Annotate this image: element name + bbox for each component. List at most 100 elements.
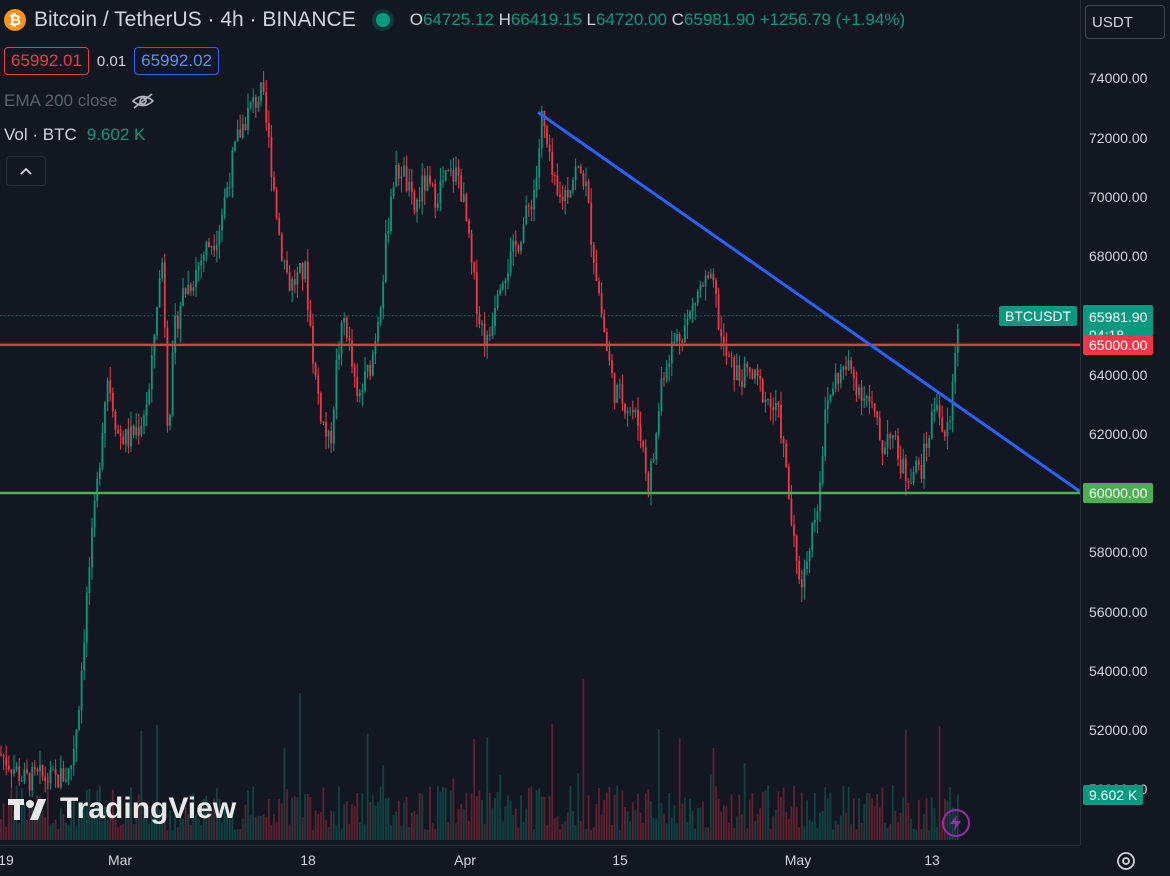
volume-bar — [488, 792, 491, 840]
candle-body — [267, 122, 270, 137]
eye-hidden-icon[interactable] — [131, 92, 155, 110]
candle-body — [876, 411, 879, 418]
collapse-legend-button[interactable] — [6, 156, 46, 186]
descending-trendline[interactable] — [537, 111, 1080, 493]
candle-body — [28, 773, 31, 791]
volume-bar — [70, 809, 73, 840]
volume-bar — [475, 796, 478, 840]
volume-bar — [800, 792, 803, 840]
volume-bar — [41, 813, 44, 840]
volume-bar — [221, 822, 223, 840]
volume-bar — [369, 802, 372, 840]
sell-price-button[interactable]: 65992.01 — [4, 47, 89, 75]
volume-bar — [551, 724, 554, 840]
volume-bar — [215, 788, 218, 840]
volume-bar — [75, 826, 78, 840]
candle-body — [257, 101, 260, 108]
candle-body — [111, 392, 114, 412]
volume-bar — [514, 808, 517, 840]
candle-body — [98, 467, 101, 479]
candle-body — [605, 331, 608, 352]
volume-bar — [0, 819, 2, 840]
currency-selector[interactable]: USDT — [1085, 5, 1165, 39]
candle-body — [392, 186, 395, 197]
candle-body — [850, 360, 853, 370]
candle-body — [499, 289, 502, 294]
volume-bar — [631, 802, 634, 840]
volume-bar — [774, 809, 777, 840]
volume-bar — [436, 785, 439, 840]
candle-body — [652, 459, 655, 462]
volume-bar — [374, 805, 377, 840]
volume-bar — [148, 823, 151, 840]
candle-body — [858, 387, 860, 396]
volume-bar — [546, 824, 548, 840]
volume-legend[interactable]: Vol · BTC 9.602 K — [4, 125, 145, 145]
volume-bar — [226, 806, 229, 840]
volume-bar — [834, 820, 837, 840]
price-tick-label: 52000.00 — [1089, 722, 1148, 738]
volume-bar — [62, 813, 65, 840]
volume-bar — [923, 814, 925, 840]
candle-body — [618, 384, 621, 386]
candle-body — [85, 593, 88, 643]
candle-body — [218, 230, 221, 246]
candle-body — [374, 341, 377, 355]
price-chart[interactable] — [0, 0, 1080, 845]
volume-bar — [569, 785, 572, 840]
ema-indicator-legend[interactable]: EMA 200 close — [4, 91, 155, 111]
volume-bar — [639, 812, 642, 840]
volume-bar — [756, 813, 759, 840]
volume-bar — [408, 826, 411, 840]
time-axis[interactable]: 19 Mar 18 Apr 15 May 13 — [0, 845, 1080, 876]
candle-body — [902, 458, 905, 474]
candle-body — [78, 710, 80, 731]
price-axis[interactable]: 74000.0072000.0070000.0068000.0066000.00… — [999, 0, 1170, 845]
volume-bar — [135, 814, 138, 840]
volume-bar — [592, 827, 595, 840]
candle-body — [847, 360, 850, 370]
candle-body — [46, 781, 49, 783]
volume-bar — [920, 829, 923, 840]
candle-body — [265, 91, 268, 123]
candle-body — [252, 97, 255, 102]
candle-body — [855, 378, 858, 396]
gear-icon[interactable] — [1113, 848, 1139, 874]
time-tick-label: 19 — [0, 852, 14, 868]
candle-body — [291, 279, 294, 291]
volume-bar — [598, 788, 600, 840]
candle-body — [819, 482, 821, 512]
buy-price-button[interactable]: 65992.02 — [134, 47, 220, 75]
volume-bar — [811, 821, 814, 840]
candle-body — [270, 136, 273, 177]
volume-bar — [309, 797, 312, 840]
candle-body — [600, 293, 603, 314]
time-tick-label: 15 — [612, 852, 628, 868]
volume-bar — [31, 807, 34, 840]
candle-body — [150, 355, 153, 390]
volume-bar — [678, 738, 681, 840]
candle-body — [202, 254, 205, 261]
volume-bar — [358, 822, 361, 840]
candle-body — [579, 166, 582, 173]
candle-body — [161, 262, 164, 279]
candle-body — [540, 110, 543, 149]
candle-body — [629, 410, 632, 412]
symbol-title[interactable]: Bitcoin / TetherUS · 4h · BINANCE — [34, 8, 356, 31]
volume-bar — [540, 796, 543, 840]
volume-bar — [179, 803, 182, 840]
lightning-icon[interactable] — [942, 809, 970, 837]
volume-bar — [39, 796, 41, 840]
candle-body — [195, 270, 197, 288]
volume-bar — [101, 820, 104, 840]
volume-bar — [345, 801, 348, 840]
volume-bar — [533, 829, 535, 840]
volume-bar — [868, 792, 871, 840]
candle-body — [691, 304, 694, 312]
volume-bar — [67, 825, 70, 840]
volume-bar — [447, 822, 450, 840]
volume-bar — [767, 785, 769, 840]
bid-ask-row: 65992.01 0.01 65992.02 — [4, 47, 220, 75]
volume-bar — [429, 786, 431, 840]
candle-body — [764, 399, 767, 403]
